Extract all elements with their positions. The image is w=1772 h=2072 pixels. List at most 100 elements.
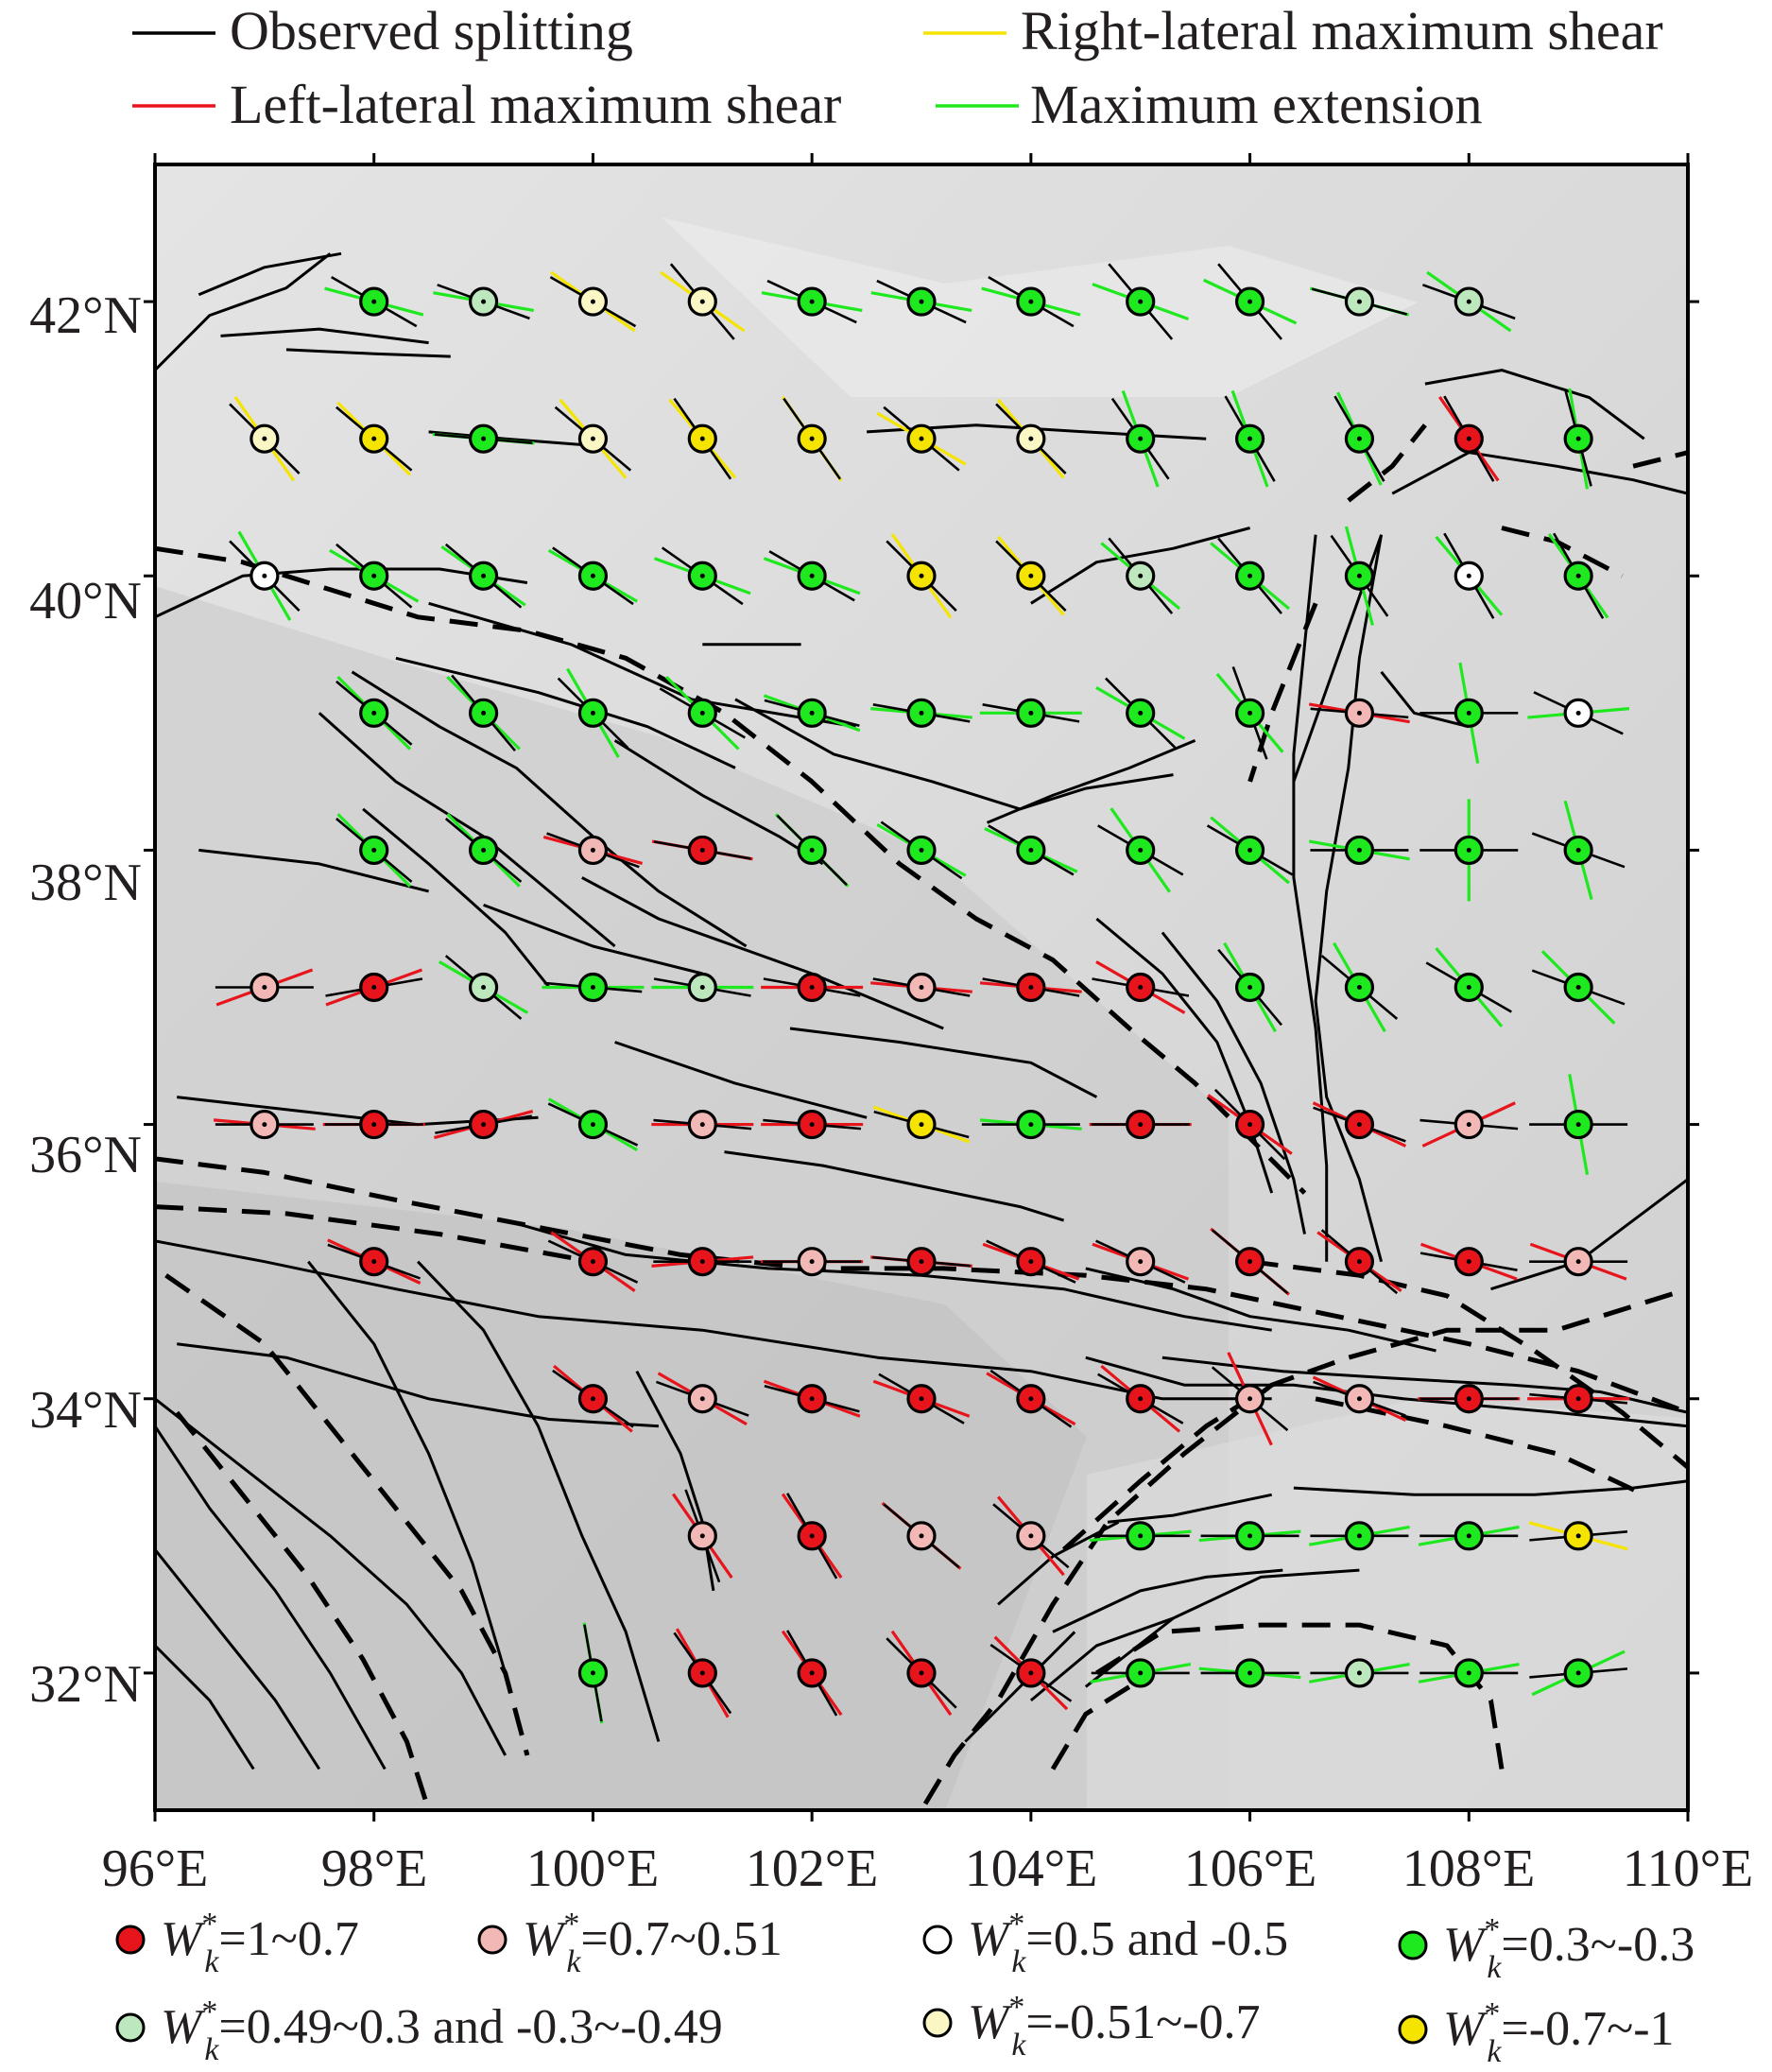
station-marker — [876, 406, 967, 472]
station-marker — [1330, 526, 1389, 626]
station-center-dot — [1575, 1396, 1581, 1402]
station-marker — [324, 275, 424, 328]
station-marker — [981, 275, 1081, 328]
wk-symbol-letter: W — [968, 1995, 1013, 2049]
wk-symbol-letter: W — [523, 1912, 568, 1966]
station-center-dot — [809, 1533, 815, 1539]
station-marker — [335, 813, 413, 888]
fault-line — [362, 807, 551, 989]
station-center-dot — [1466, 710, 1471, 716]
wk-swatch-mod-neg — [922, 2008, 953, 2038]
fault-line — [483, 903, 703, 976]
station-marker — [995, 398, 1067, 479]
wk-symbol-subscript: k — [1487, 2034, 1502, 2069]
wk-range-mod-neg: =-0.51~-0.7 — [1025, 1995, 1260, 2049]
station-center-dot — [1138, 436, 1144, 441]
station-center-dot — [699, 710, 705, 716]
station-center-dot — [1247, 1670, 1253, 1676]
station-marker — [1097, 807, 1184, 893]
station-marker — [432, 423, 535, 454]
fault-dashed — [1315, 1396, 1645, 1497]
station-center-dot — [1356, 299, 1362, 304]
station-center-dot — [371, 299, 377, 304]
fault-line — [581, 876, 944, 1030]
wk-range-strong-pos: =1~0.7 — [218, 1912, 358, 1966]
station-center-dot — [809, 1122, 815, 1128]
wk-range-strong-neg: =-0.7~-1 — [1501, 2002, 1674, 2056]
station-center-dot — [1247, 573, 1253, 578]
fault-line — [1380, 670, 1470, 729]
station-marker — [1309, 286, 1410, 317]
wk-symbol-superscript: * — [1484, 1996, 1500, 2031]
station-marker — [433, 1109, 534, 1140]
station-center-dot — [1575, 710, 1581, 716]
fault-line — [986, 739, 1196, 824]
station-center-dot — [590, 1396, 595, 1402]
station-center-dot — [1138, 1259, 1144, 1265]
wk-label-mid: W* k=0.5 and -0.5 — [968, 1907, 1288, 1979]
wk-range-mid: =0.5 and -0.5 — [1025, 1912, 1288, 1966]
station-center-dot — [590, 1670, 595, 1676]
station-center-dot — [371, 573, 377, 578]
fault-line — [155, 1644, 255, 1770]
fault-line — [789, 1027, 1098, 1098]
station-marker — [761, 279, 863, 324]
station-marker — [547, 1097, 639, 1151]
station-marker — [1198, 1658, 1301, 1688]
station-marker — [1419, 1242, 1518, 1281]
station-marker — [1089, 1521, 1192, 1551]
station-marker — [655, 1372, 749, 1426]
station-marker — [781, 1493, 843, 1580]
station-center-dot — [1028, 1396, 1034, 1402]
station-marker — [986, 1369, 1076, 1428]
station-center-dot — [919, 1396, 924, 1402]
station-marker — [1418, 1521, 1520, 1551]
station-marker — [1531, 800, 1626, 900]
station-marker — [335, 676, 413, 751]
station-center-dot — [919, 847, 924, 853]
x-tick-label: 110°E — [1623, 1839, 1754, 1898]
station-center-dot — [919, 710, 924, 716]
station-center-dot — [809, 1396, 815, 1402]
wk-symbol-subscript: k — [204, 1944, 219, 1979]
top-legend: Observed splitting Right-lateral maximum… — [132, 0, 1663, 135]
wk-symbol-subscript: k — [204, 2032, 219, 2067]
fault-dashed — [1050, 1684, 1131, 1770]
wk-swatch-neutral — [1398, 1930, 1428, 1960]
wk-symbol-letter: W — [1443, 1918, 1488, 1972]
station-center-dot — [1028, 573, 1034, 578]
station-marker — [1527, 1384, 1630, 1414]
station-marker — [1547, 532, 1609, 619]
y-axis: 32°N 34°N 36°N 38°N 40°N 42°N — [29, 286, 142, 1714]
station-center-dot — [1575, 436, 1581, 441]
station-center-dot — [699, 1259, 705, 1265]
station-center-dot — [590, 573, 595, 578]
fault-line — [1424, 369, 1645, 440]
station-marker — [763, 694, 861, 733]
wk-symbol-superscript: * — [1008, 1990, 1024, 2025]
station-center-dot — [1466, 1670, 1471, 1676]
station-center-dot — [1575, 1259, 1581, 1265]
station-center-dot — [1028, 1122, 1034, 1128]
station-center-dot — [919, 1533, 924, 1539]
station-marker — [876, 820, 967, 880]
station-marker — [1308, 1658, 1410, 1688]
station-center-dot — [371, 710, 377, 716]
fault-line — [351, 670, 748, 948]
wk-range-neutral: =0.3~-0.3 — [1501, 1918, 1695, 1972]
station-center-dot — [1028, 1670, 1034, 1676]
station-center-dot — [699, 985, 705, 990]
station-marker — [1092, 263, 1190, 340]
station-marker — [1333, 391, 1385, 486]
station-marker — [577, 1622, 609, 1724]
wk-legend-strong-pos: W* k=1~0.7 — [115, 1907, 359, 1979]
station-marker — [213, 1109, 316, 1140]
fault-dashed — [1632, 450, 1688, 469]
station-marker — [327, 1238, 421, 1285]
station-center-dot — [919, 985, 924, 990]
station-center-dot — [1138, 299, 1144, 304]
station-marker — [1210, 1227, 1290, 1296]
station-center-dot — [1138, 1670, 1144, 1676]
station-center-dot — [1466, 1533, 1471, 1539]
terrain-shading — [155, 217, 1688, 1810]
